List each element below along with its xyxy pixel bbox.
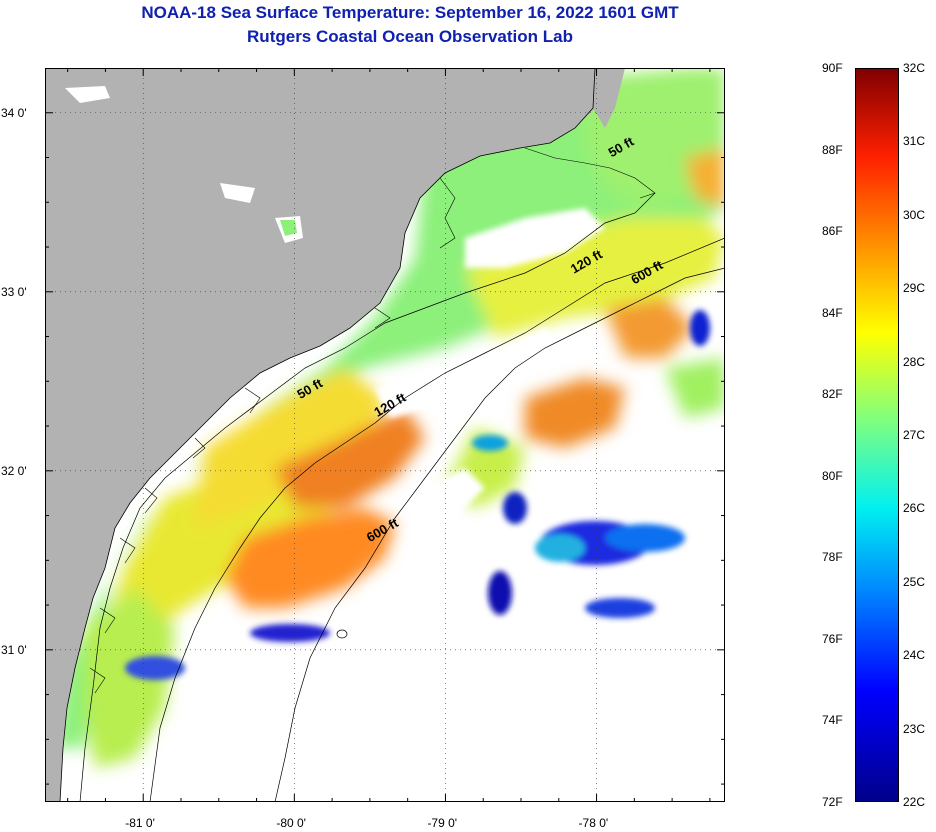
isobath-600ft	[274, 267, 725, 802]
cold-patch	[503, 492, 527, 524]
longitude-tick-label: -79 0'	[427, 816, 458, 830]
coastline	[59, 68, 596, 802]
cloud-band-north	[465, 208, 605, 268]
colorbar-f-label: 72F	[822, 795, 843, 809]
colorbar-f-label: 76F	[822, 631, 843, 646]
cold-patch	[690, 310, 710, 346]
longitude-tick-label: -78 0'	[578, 816, 609, 830]
cold-patch	[535, 534, 585, 562]
land-cape	[590, 68, 625, 128]
colorbar-c-label: 23C	[903, 721, 926, 736]
map-title: NOAA-18 Sea Surface Temperature: Septemb…	[141, 3, 679, 22]
colorbar-c-label: 28C	[903, 354, 926, 369]
sst-offshore-filament-2	[665, 358, 725, 418]
sst-warm-offshore-1	[525, 378, 625, 448]
latitude-tick-label: 32 0'	[1, 463, 27, 478]
colorbar-f-label: 74F	[822, 713, 843, 728]
sst-warm-core-south	[225, 508, 395, 608]
colorbar-f-label: 88F	[822, 142, 843, 157]
map-border	[45, 68, 725, 802]
colorbar-c-label: 27C	[903, 428, 926, 442]
cloud-patches	[365, 208, 605, 668]
inland-waterway	[89, 147, 656, 694]
cloud-band-shelf-edge	[375, 328, 565, 418]
cold-patch	[250, 624, 330, 642]
cloud-band-south	[365, 588, 465, 668]
cold-patch	[585, 598, 655, 618]
colorbar-f-label: 86F	[822, 224, 843, 239]
cold-patch	[472, 435, 508, 451]
latitude-tick-label: 34 0'	[1, 105, 27, 120]
colorbar-c-label: 30C	[903, 207, 926, 222]
graticule	[45, 68, 725, 802]
land-cloud-patch	[280, 220, 297, 236]
cloud-band-offshore	[425, 468, 485, 518]
sst-warm-core-south-2	[275, 408, 425, 508]
sst-south-coast	[85, 588, 175, 768]
seamount-contour	[336, 629, 348, 639]
colorbar-f-label: 82F	[822, 387, 843, 402]
longitude-tick-label: -80 0'	[276, 816, 306, 830]
colorbar-c-label: 26C	[903, 501, 926, 516]
colorbar-f-label: 84F	[822, 305, 843, 320]
colorbar-c-label: 24C	[903, 648, 926, 663]
sst-north-orange	[685, 148, 725, 208]
cold-patch	[488, 571, 512, 615]
latitude-tick-label: 33 0'	[1, 284, 27, 299]
sst-warm-offshore-2	[605, 298, 695, 358]
colorbar-f-label: 78F	[822, 550, 843, 565]
temperature-colorbar	[855, 68, 899, 802]
colorbar-f-label: 90F	[822, 61, 843, 75]
sst-cold-patches	[125, 310, 710, 680]
colorbar-c-label: 31C	[903, 134, 926, 149]
isobath-50ft	[79, 192, 656, 802]
cold-patch	[125, 656, 185, 680]
longitude-tick-label: -81 0'	[125, 816, 155, 830]
land-mass	[45, 68, 595, 802]
colorbar-c-label: 25C	[903, 574, 926, 589]
colorbar-f-label: 80F	[822, 468, 843, 483]
colorbar-c-label: 22C	[903, 795, 926, 809]
colorbar-c-label: 32C	[903, 61, 926, 75]
colorbar-c-label: 29C	[903, 281, 926, 296]
sst-map: 50 ft 120 ft 600 ft 50 ft 120 ft 600 ft	[45, 68, 725, 802]
land-cloud-patch	[65, 86, 110, 103]
land-cloud-patch	[220, 183, 255, 203]
latitude-tick-label: 31 0'	[1, 642, 27, 657]
cold-patch	[605, 524, 685, 552]
map-subtitle: Rutgers Coastal Ocean Observation Lab	[247, 27, 573, 46]
isobath-120ft	[149, 237, 725, 802]
sst-south-yellow-2	[195, 368, 385, 528]
